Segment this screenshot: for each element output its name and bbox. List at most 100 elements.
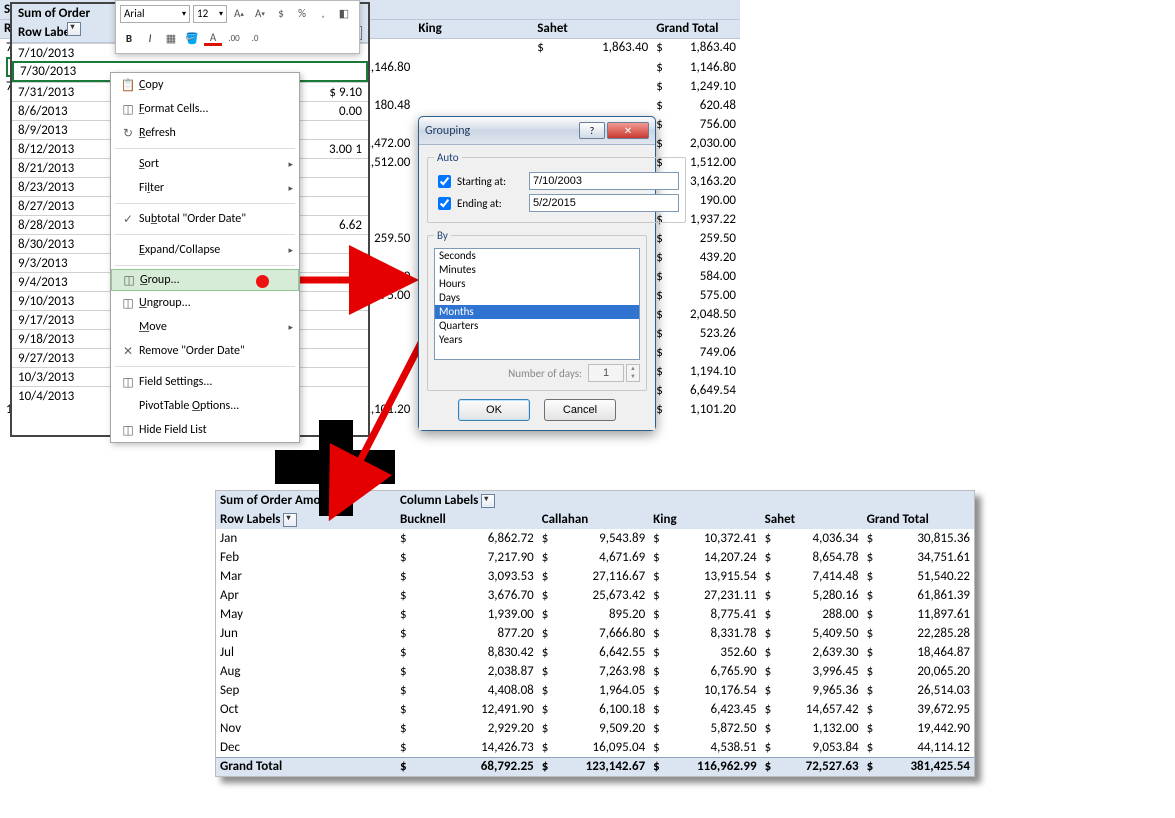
menu-item[interactable]: ◫Format Cells... <box>111 97 299 121</box>
left-row-date: 8/30/2013 <box>18 235 74 254</box>
menu-label: Field Settings... <box>139 375 291 389</box>
list-item[interactable]: Hours <box>435 277 639 291</box>
menu-icon: ✕ <box>117 344 139 359</box>
percent-icon[interactable]: % <box>293 5 311 23</box>
numdays-row: Number of days: ▲▼ <box>434 364 640 382</box>
menu-icon: ✓ <box>117 212 139 227</box>
font-color-icon[interactable]: A <box>204 31 222 46</box>
font-selector[interactable]: Arial▾ <box>120 5 190 23</box>
menu-label: Move <box>139 320 291 334</box>
italic-icon[interactable]: I <box>141 30 159 48</box>
list-item[interactable]: Seconds <box>435 249 639 263</box>
menu-item[interactable]: ◫Ungroup... <box>111 291 299 315</box>
left-row-date: 10/3/2013 <box>18 368 74 387</box>
menu-item[interactable]: ✓Subtotal "Order Date" <box>111 207 299 231</box>
starting-at-input[interactable] <box>529 172 679 190</box>
table-row[interactable]: Oct$12,491.90$6,100.18$6,423.45$14,657.4… <box>216 700 974 719</box>
grand-total-row: Grand Total$68,792.25$123,142.67$116,962… <box>216 757 974 776</box>
mini-toolbar: Arial▾ 12▾ A▴ A▾ $ % , ◧ B I ▦ 🪣 A .00 .… <box>115 0 360 54</box>
table-row[interactable]: Nov$2,929.20$9,509.20$5,872.50$1,132.00$… <box>216 719 974 738</box>
list-item[interactable]: Days <box>435 291 639 305</box>
bold-icon[interactable]: B <box>120 30 138 48</box>
menu-label: Copy <box>139 78 291 92</box>
numdays-spinner: ▲▼ <box>626 364 640 382</box>
auto-fieldset: Auto Starting at: Ending at: <box>427 151 686 223</box>
ok-button[interactable]: OK <box>458 399 530 421</box>
menu-icon: ◫ <box>117 296 139 311</box>
table-row[interactable]: Jul$8,830.42$6,642.55$352.60$2,639.30$18… <box>216 643 974 662</box>
list-item[interactable]: Quarters <box>435 319 639 333</box>
border-icon[interactable]: ▦ <box>162 30 180 48</box>
grouping-dialog: Grouping ? ✕ Auto Starting at: Ending at… <box>418 116 656 431</box>
by-fieldset: By SecondsMinutesHoursDaysMonthsQuarters… <box>427 229 647 391</box>
starting-at-checkbox[interactable] <box>438 175 451 188</box>
left-row-date: 9/10/2013 <box>18 292 74 311</box>
menu-item[interactable]: PivotTable Options... <box>111 394 299 418</box>
list-item[interactable]: Years <box>435 333 639 347</box>
dialog-close-button[interactable]: ✕ <box>607 122 649 139</box>
left-row-date: 7/31/2013 <box>18 83 74 102</box>
table-row[interactable]: Aug$2,038.87$7,263.98$6,765.90$3,996.45$… <box>216 662 974 681</box>
menu-icon: ↻ <box>117 126 139 141</box>
fontsize-selector[interactable]: 12▾ <box>193 5 227 23</box>
by-listbox[interactable]: SecondsMinutesHoursDaysMonthsQuartersYea… <box>434 248 640 360</box>
menu-label: PivotTable Options... <box>139 399 291 413</box>
table-row[interactable]: Jun$877.20$7,666.80$8,331.78$5,409.50$22… <box>216 624 974 643</box>
dec-decimal-icon[interactable]: .0 <box>246 30 264 48</box>
menu-icon: ◫ <box>118 273 140 288</box>
menu-icon: ◫ <box>117 375 139 390</box>
menu-label: Format Cells... <box>139 102 291 116</box>
left-row-date: 8/12/2013 <box>18 140 74 159</box>
menu-item[interactable]: 📋Copy <box>111 73 299 97</box>
ending-at-input[interactable] <box>529 194 679 212</box>
table-row[interactable]: Apr$3,676.70$25,673.42$27,231.11$5,280.1… <box>216 586 974 605</box>
increase-font-icon[interactable]: A▴ <box>230 5 248 23</box>
numdays-input <box>588 364 624 382</box>
left-row-date: 7/10/2013 <box>18 44 74 63</box>
menu-item[interactable]: Filter <box>111 176 299 200</box>
menu-item[interactable]: ◫Hide Field List <box>111 418 299 442</box>
auto-legend: Auto <box>434 151 462 164</box>
left-row-date: 9/18/2013 <box>18 330 74 349</box>
menu-label: Remove "Order Date" <box>139 344 291 358</box>
table-row[interactable]: Dec$14,426.73$16,095.04$4,538.51$9,053.8… <box>216 738 974 757</box>
fill-color-icon[interactable]: 🪣 <box>183 30 201 48</box>
left-row-date: 7/30/2013 <box>20 63 76 81</box>
left-row-date: 10/4/2013 <box>18 387 74 406</box>
menu-item[interactable]: ✕Remove "Order Date" <box>111 339 299 363</box>
row-labels-dropdown[interactable] <box>67 22 81 36</box>
table-row[interactable]: Mar$3,093.53$27,116.67$13,915.54$7,414.4… <box>216 567 974 586</box>
cancel-button[interactable]: Cancel <box>544 399 616 421</box>
menu-item[interactable]: ◫Group... <box>111 269 299 291</box>
table-row[interactable]: Sep$4,408.08$1,964.05$10,176.54$9,965.36… <box>216 681 974 700</box>
menu-label: Refresh <box>139 126 291 140</box>
left-row-date: 8/27/2013 <box>18 197 74 216</box>
col-labels-dropdown[interactable] <box>481 494 495 508</box>
menu-item[interactable]: Expand/Collapse <box>111 238 299 262</box>
menu-item[interactable]: Sort <box>111 152 299 176</box>
dialog-title: Grouping <box>425 124 577 138</box>
menu-icon: ◫ <box>117 423 139 438</box>
menu-label: Ungroup... <box>139 296 291 310</box>
menu-item[interactable]: ↻Refresh <box>111 121 299 145</box>
dialog-help-button[interactable]: ? <box>579 122 605 139</box>
left-row-date: 8/23/2013 <box>18 178 74 197</box>
format-painter-icon[interactable]: ◧ <box>335 5 353 23</box>
menu-label: Subtotal "Order Date" <box>139 212 291 226</box>
table-row[interactable]: Feb$7,217.90$4,671.69$14,207.24$8,654.78… <box>216 548 974 567</box>
comma-icon[interactable]: , <box>314 5 332 23</box>
menu-icon: 📋 <box>117 78 139 93</box>
menu-item[interactable]: Move <box>111 315 299 339</box>
menu-label: Filter <box>139 181 291 195</box>
decrease-font-icon[interactable]: A▾ <box>251 5 269 23</box>
red-marker-dot <box>256 275 269 288</box>
menu-item[interactable]: ◫Field Settings... <box>111 370 299 394</box>
inc-decimal-icon[interactable]: .00 <box>225 30 243 48</box>
left-row-date: 8/21/2013 <box>18 159 74 178</box>
list-item[interactable]: Minutes <box>435 263 639 277</box>
left-row-date: 9/27/2013 <box>18 349 74 368</box>
list-item[interactable]: Months <box>435 305 639 319</box>
ending-at-checkbox[interactable] <box>438 197 451 210</box>
table-row[interactable]: May$1,939.00$895.20$8,775.41$288.00$11,8… <box>216 605 974 624</box>
currency-icon[interactable]: $ <box>272 5 290 23</box>
